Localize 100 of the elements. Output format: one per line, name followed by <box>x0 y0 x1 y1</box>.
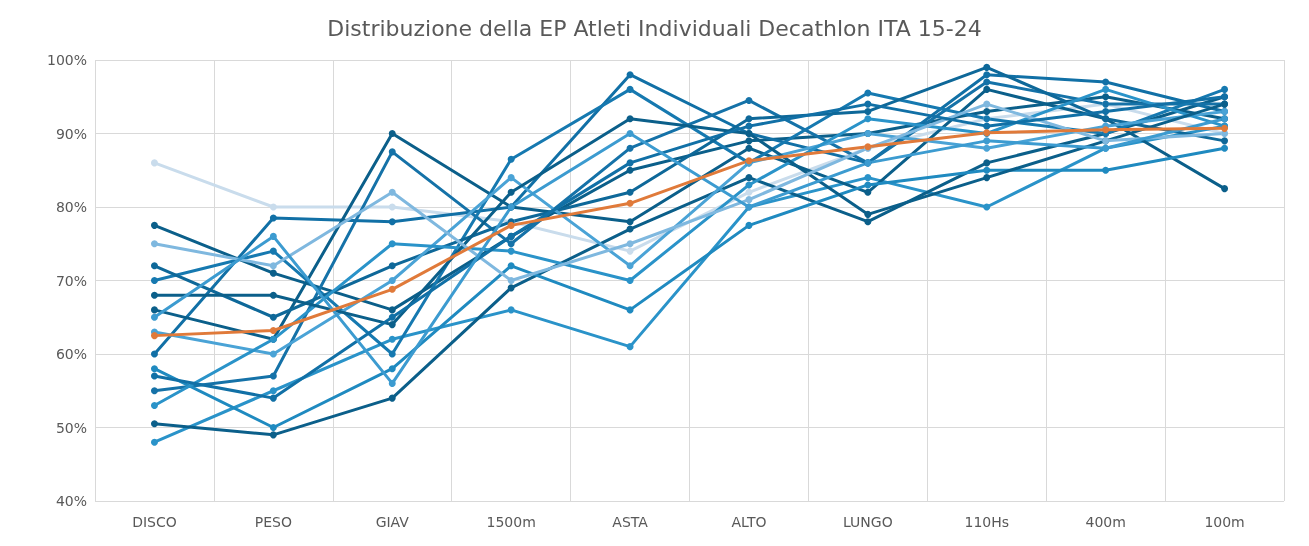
point <box>864 89 872 97</box>
point <box>388 313 396 321</box>
point <box>626 277 634 284</box>
y-tick-label: 50% <box>55 419 87 436</box>
point <box>150 159 158 167</box>
point <box>1102 126 1110 134</box>
point <box>864 115 872 123</box>
point <box>626 85 634 93</box>
x-tick-label: 400m <box>1085 514 1126 530</box>
point <box>388 379 396 387</box>
point <box>983 144 991 152</box>
point <box>388 130 396 137</box>
point <box>983 159 991 167</box>
point <box>745 122 753 130</box>
point <box>269 326 277 334</box>
point <box>745 221 753 229</box>
point <box>864 188 872 196</box>
point <box>983 174 991 182</box>
point <box>983 71 991 79</box>
point <box>626 71 634 79</box>
point <box>983 137 991 145</box>
y-tick-label: 60% <box>55 346 87 362</box>
point <box>507 240 515 248</box>
point <box>388 335 396 343</box>
point <box>388 262 396 270</box>
point <box>507 277 515 284</box>
point <box>864 181 872 189</box>
point <box>269 232 277 240</box>
point <box>269 262 277 270</box>
point <box>269 214 277 222</box>
x-tick-label: PESO <box>254 514 292 530</box>
point <box>983 63 991 71</box>
point <box>1102 78 1110 86</box>
point <box>983 122 991 130</box>
x-tick-label: LUNGO <box>843 514 893 530</box>
x-tick-label: DISCO <box>132 514 177 530</box>
point <box>150 262 158 270</box>
point <box>269 431 277 439</box>
point <box>1102 93 1110 101</box>
point <box>1102 166 1110 174</box>
point <box>388 350 396 358</box>
point <box>388 188 396 196</box>
point <box>150 387 158 395</box>
x-tick-label: GIAV <box>375 514 410 530</box>
point <box>983 100 991 108</box>
point <box>269 394 277 402</box>
point <box>388 240 396 248</box>
point <box>269 203 277 211</box>
point <box>150 372 158 380</box>
point <box>983 107 991 115</box>
point <box>507 284 515 292</box>
point <box>745 137 753 145</box>
point <box>150 240 158 248</box>
point <box>745 174 753 182</box>
point <box>269 350 277 358</box>
point <box>507 262 515 270</box>
y-tick-label: 100% <box>46 52 87 68</box>
point <box>864 107 872 115</box>
point <box>1221 137 1229 145</box>
point <box>864 100 872 108</box>
point <box>626 343 634 351</box>
point <box>983 85 991 93</box>
point <box>269 424 277 431</box>
point <box>150 313 158 321</box>
point <box>983 78 991 86</box>
point <box>864 210 872 218</box>
point <box>864 174 872 182</box>
point <box>507 247 515 255</box>
point <box>269 269 277 277</box>
x-tick-label: 100m <box>1204 514 1245 530</box>
y-tick-label: 40% <box>55 493 87 509</box>
point <box>269 247 277 255</box>
point <box>388 218 396 226</box>
point <box>507 188 515 196</box>
point <box>269 291 277 299</box>
point <box>626 240 634 248</box>
y-tick-label: 80% <box>55 199 87 215</box>
point <box>1221 185 1229 193</box>
point <box>626 115 634 123</box>
point <box>745 188 753 196</box>
point <box>150 221 158 229</box>
point <box>507 306 515 314</box>
point <box>1221 144 1229 152</box>
point <box>150 420 158 428</box>
point <box>626 262 634 270</box>
point <box>1221 85 1229 93</box>
point <box>745 144 753 152</box>
point <box>269 313 277 321</box>
point <box>745 196 753 204</box>
point <box>1102 107 1110 115</box>
point <box>983 203 991 211</box>
point <box>626 130 634 137</box>
point <box>150 291 158 299</box>
point <box>745 96 753 104</box>
point <box>1102 85 1110 93</box>
point <box>388 394 396 402</box>
point <box>626 199 634 207</box>
point <box>150 306 158 314</box>
point <box>745 115 753 123</box>
x-tick-label: 110Hs <box>964 514 1010 530</box>
